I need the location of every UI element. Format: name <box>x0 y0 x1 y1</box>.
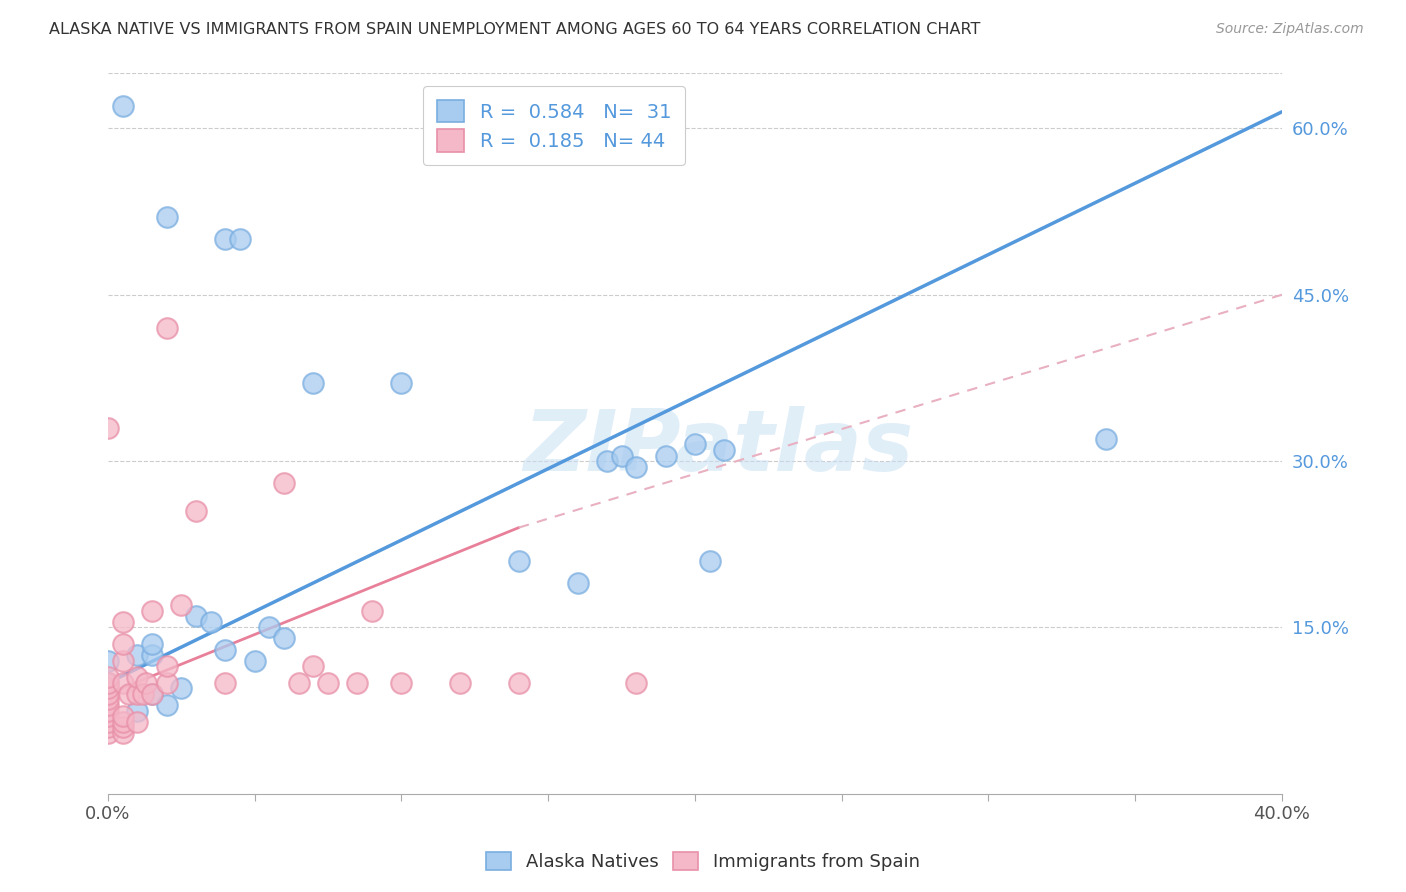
Point <box>132 687 155 701</box>
Point <box>287 675 309 690</box>
Point <box>141 604 163 618</box>
Point <box>243 654 266 668</box>
Point <box>141 687 163 701</box>
Point <box>156 321 179 335</box>
Point <box>97 675 120 690</box>
Point <box>135 675 157 690</box>
Point <box>97 692 120 706</box>
Point <box>302 376 325 391</box>
Point <box>596 454 619 468</box>
Point <box>127 648 149 662</box>
Point <box>141 648 163 662</box>
Point <box>97 654 120 668</box>
Point <box>713 442 735 457</box>
Point <box>273 632 295 646</box>
Point <box>200 615 222 629</box>
Point <box>170 598 193 612</box>
Point <box>699 554 721 568</box>
Point <box>508 675 530 690</box>
Point <box>127 704 149 718</box>
Point <box>97 720 120 734</box>
Point <box>184 609 207 624</box>
Point <box>170 681 193 696</box>
Point <box>259 620 281 634</box>
Point <box>346 675 368 690</box>
Point <box>156 659 179 673</box>
Legend: R =  0.584   N=  31, R =  0.185   N= 44: R = 0.584 N= 31, R = 0.185 N= 44 <box>423 87 685 165</box>
Point <box>97 670 120 684</box>
Point <box>111 654 134 668</box>
Point <box>214 232 236 246</box>
Point <box>111 615 134 629</box>
Point <box>1095 432 1118 446</box>
Point <box>214 675 236 690</box>
Point <box>111 675 134 690</box>
Point <box>97 421 120 435</box>
Point <box>111 637 134 651</box>
Point <box>111 714 134 729</box>
Point <box>391 675 413 690</box>
Point <box>229 232 252 246</box>
Point <box>97 714 120 729</box>
Point <box>97 687 120 701</box>
Point <box>184 504 207 518</box>
Point <box>316 675 339 690</box>
Point <box>111 725 134 739</box>
Point <box>683 437 706 451</box>
Point <box>391 376 413 391</box>
Point <box>111 99 134 113</box>
Point <box>127 670 149 684</box>
Point <box>302 659 325 673</box>
Point <box>508 554 530 568</box>
Point <box>127 714 149 729</box>
Point <box>156 210 179 224</box>
Point <box>97 704 120 718</box>
Point <box>626 459 648 474</box>
Point <box>361 604 384 618</box>
Point <box>97 709 120 723</box>
Point <box>117 687 139 701</box>
Point <box>626 675 648 690</box>
Point <box>97 725 120 739</box>
Point <box>610 449 633 463</box>
Point <box>111 709 134 723</box>
Point <box>214 642 236 657</box>
Text: Source: ZipAtlas.com: Source: ZipAtlas.com <box>1216 22 1364 37</box>
Point <box>141 637 163 651</box>
Point <box>567 576 589 591</box>
Point <box>97 698 120 712</box>
Text: ALASKA NATIVE VS IMMIGRANTS FROM SPAIN UNEMPLOYMENT AMONG AGES 60 TO 64 YEARS CO: ALASKA NATIVE VS IMMIGRANTS FROM SPAIN U… <box>49 22 980 37</box>
Point <box>97 681 120 696</box>
Point <box>141 687 163 701</box>
Legend: Alaska Natives, Immigrants from Spain: Alaska Natives, Immigrants from Spain <box>479 845 927 879</box>
Point <box>273 476 295 491</box>
Point <box>156 675 179 690</box>
Point <box>654 449 676 463</box>
Point <box>156 698 179 712</box>
Point <box>449 675 471 690</box>
Point <box>111 720 134 734</box>
Text: ZIPatlas: ZIPatlas <box>523 406 914 489</box>
Point <box>127 687 149 701</box>
Point <box>97 675 120 690</box>
